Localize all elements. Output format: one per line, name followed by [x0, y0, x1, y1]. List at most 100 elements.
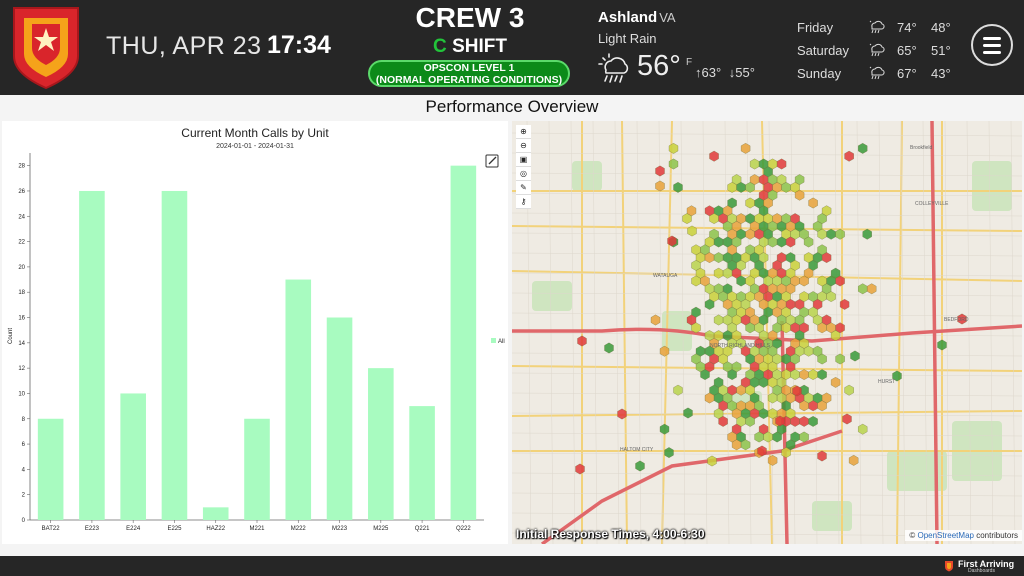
- response-time-hex[interactable]: [892, 370, 902, 382]
- response-time-hex[interactable]: [668, 158, 679, 170]
- response-time-hex[interactable]: [862, 228, 872, 240]
- menu-bar: [983, 37, 1001, 40]
- response-time-hex[interactable]: [683, 407, 693, 419]
- bar-e224[interactable]: [120, 393, 146, 520]
- rain-cloud-sun-icon: [869, 20, 885, 34]
- response-time-hex[interactable]: [817, 369, 827, 380]
- response-time-hex[interactable]: [937, 339, 947, 351]
- response-time-hex[interactable]: [767, 455, 778, 466]
- response-time-hex[interactable]: [673, 384, 683, 396]
- response-time-hex[interactable]: [776, 158, 787, 170]
- response-time-hex[interactable]: [858, 423, 868, 435]
- locate-icon[interactable]: ◎: [516, 167, 531, 181]
- bar-m222[interactable]: [285, 279, 312, 520]
- response-time-hex[interactable]: [830, 330, 841, 341]
- bar-haz22[interactable]: [202, 507, 229, 520]
- bar-e223[interactable]: [79, 190, 105, 520]
- key-icon[interactable]: ⚷: [516, 195, 531, 209]
- response-time-hex[interactable]: [781, 447, 791, 458]
- response-time-hex[interactable]: [835, 353, 845, 365]
- layers-icon[interactable]: ▣: [516, 153, 531, 167]
- response-time-hex[interactable]: [718, 416, 728, 427]
- response-time-hex[interactable]: [655, 180, 665, 192]
- response-time-hex[interactable]: [839, 299, 850, 310]
- response-time-hex[interactable]: [799, 275, 809, 287]
- openstreetmap-link[interactable]: OpenStreetMap: [917, 531, 974, 540]
- response-time-hex[interactable]: [835, 228, 845, 240]
- response-time-hex[interactable]: [830, 377, 841, 388]
- response-time-hex[interactable]: [826, 291, 836, 302]
- response-time-hex[interactable]: [792, 385, 802, 397]
- map-canvas[interactable]: [512, 121, 1022, 544]
- response-time-hex[interactable]: [803, 236, 814, 248]
- response-time-hex[interactable]: [745, 182, 755, 193]
- response-time-hex[interactable]: [785, 236, 796, 248]
- response-time-hex[interactable]: [844, 150, 854, 162]
- response-time-hex[interactable]: [772, 431, 782, 443]
- response-time-hex[interactable]: [575, 463, 585, 475]
- response-times-map[interactable]: ⊕ ⊖ ▣ ◎ ✎ ⚷ COLLEYVILLE WATAUGA HURST BE…: [512, 121, 1022, 544]
- response-time-hex[interactable]: [808, 197, 818, 209]
- response-time-hex[interactable]: [635, 460, 645, 472]
- response-time-hex[interactable]: [682, 213, 692, 224]
- response-time-hex[interactable]: [957, 313, 967, 325]
- first-arriving-logo-icon: [945, 561, 953, 572]
- bar-e225[interactable]: [161, 190, 188, 520]
- response-time-hex[interactable]: [817, 450, 827, 462]
- response-time-hex[interactable]: [835, 275, 845, 287]
- response-time-hex[interactable]: [659, 345, 670, 357]
- response-time-hex[interactable]: [848, 455, 859, 466]
- forecast-day-1: Friday 74° 48°: [797, 20, 957, 38]
- zoom-out-icon[interactable]: ⊖: [516, 139, 531, 153]
- response-time-hex[interactable]: [842, 413, 852, 425]
- response-time-hex[interactable]: [650, 314, 661, 326]
- response-time-hex[interactable]: [667, 235, 677, 247]
- chart-edit-icon[interactable]: [485, 154, 499, 168]
- zoom-in-icon[interactable]: ⊕: [516, 125, 531, 139]
- response-time-hex[interactable]: [709, 150, 719, 162]
- response-time-hex[interactable]: [617, 408, 627, 420]
- response-time-hex[interactable]: [817, 400, 827, 412]
- response-time-hex[interactable]: [727, 369, 737, 380]
- response-time-hex[interactable]: [740, 143, 751, 154]
- response-time-hex[interactable]: [655, 165, 665, 177]
- response-time-hex[interactable]: [577, 335, 587, 347]
- response-time-hex[interactable]: [707, 455, 717, 467]
- map-street: [636, 121, 642, 544]
- response-time-hex[interactable]: [867, 283, 877, 295]
- x-tick-label: M225: [373, 526, 389, 532]
- response-time-hex[interactable]: [844, 384, 854, 396]
- bar-m223[interactable]: [326, 317, 353, 520]
- response-time-hex[interactable]: [757, 445, 767, 457]
- hamburger-menu-icon[interactable]: [971, 24, 1013, 66]
- response-time-hex[interactable]: [700, 369, 710, 380]
- response-time-hex[interactable]: [664, 447, 674, 458]
- bar-m221[interactable]: [244, 418, 270, 520]
- response-time-hex[interactable]: [668, 143, 679, 154]
- bar-q222[interactable]: [450, 165, 477, 520]
- response-time-hex[interactable]: [740, 439, 751, 451]
- response-time-hex[interactable]: [659, 423, 670, 435]
- response-time-hex[interactable]: [687, 225, 697, 237]
- y-tick-label: 18: [18, 290, 25, 296]
- response-time-hex[interactable]: [799, 431, 809, 443]
- response-time-hex[interactable]: [808, 416, 818, 427]
- bar-q221[interactable]: [409, 406, 435, 520]
- response-time-hex[interactable]: [817, 353, 827, 365]
- bar-m225[interactable]: [368, 368, 394, 520]
- x-tick-label: M221: [249, 526, 265, 532]
- response-time-hex[interactable]: [850, 350, 860, 362]
- response-time-hex[interactable]: [821, 252, 832, 263]
- bar-bat22[interactable]: [37, 418, 64, 520]
- response-time-hex[interactable]: [604, 342, 614, 354]
- response-time-hex[interactable]: [858, 143, 868, 154]
- response-time-hex[interactable]: [775, 415, 785, 427]
- response-time-hex[interactable]: [745, 416, 755, 427]
- response-time-hex[interactable]: [691, 322, 701, 334]
- edit-icon[interactable]: ✎: [516, 181, 531, 195]
- response-time-hex[interactable]: [673, 182, 683, 193]
- map-street: [512, 132, 1022, 137]
- response-time-hex[interactable]: [794, 189, 805, 201]
- y-tick-label: 14: [18, 341, 25, 347]
- response-time-hex[interactable]: [704, 299, 715, 310]
